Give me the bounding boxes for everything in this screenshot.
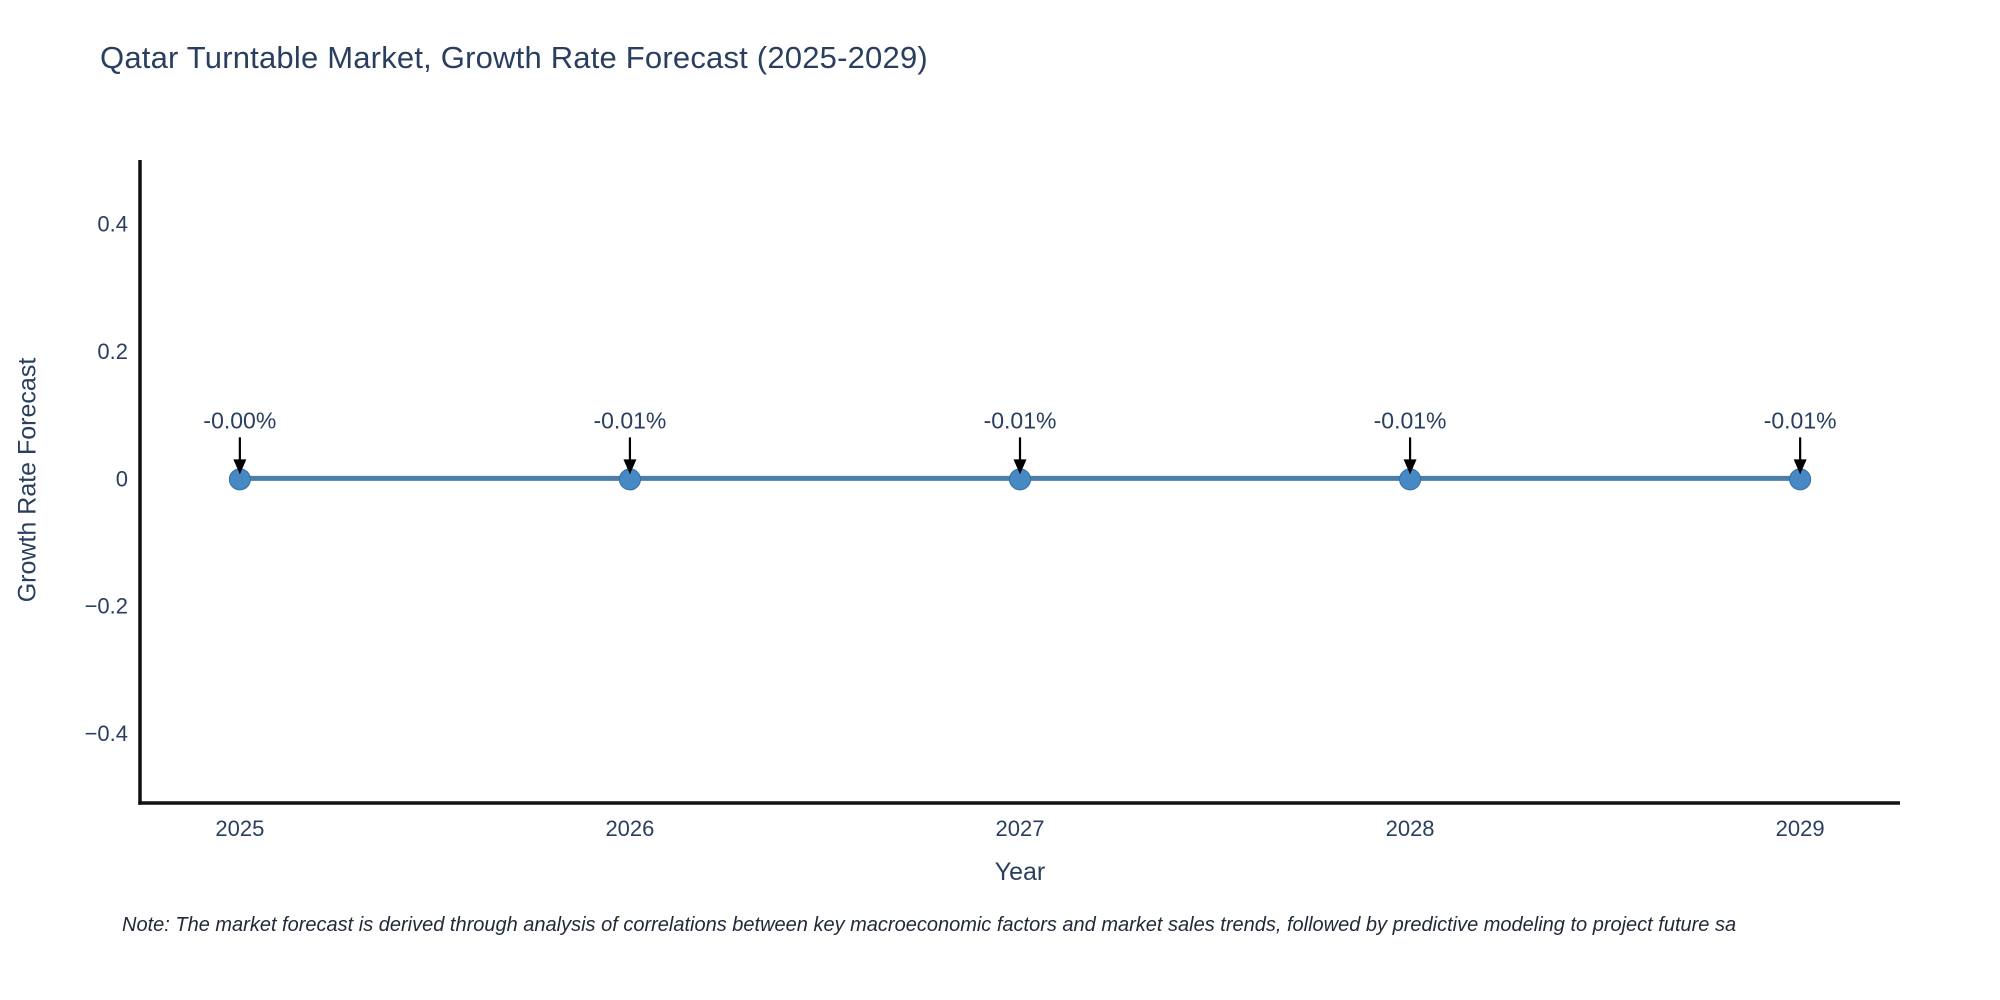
annotation-arrow-head — [233, 459, 247, 475]
annotation-label: -0.01% — [984, 407, 1057, 433]
annotation-arrow-head — [1793, 459, 1807, 475]
x-tick-label: 2027 — [996, 816, 1045, 841]
annotation-label: -0.01% — [1374, 407, 1447, 433]
y-tick-label: 0.4 — [97, 212, 128, 237]
annotation-label: -0.01% — [1764, 407, 1837, 433]
y-tick-label: 0 — [116, 466, 128, 491]
y-tick-label: −0.2 — [85, 594, 128, 619]
chart-title: Qatar Turntable Market, Growth Rate Fore… — [100, 40, 928, 75]
y-tick-label: 0.2 — [97, 339, 128, 364]
x-tick-label: 2025 — [215, 816, 264, 841]
y-tick-label: −0.4 — [85, 721, 128, 746]
x-tick-label: 2026 — [605, 816, 654, 841]
x-tick-label: 2029 — [1776, 816, 1825, 841]
x-tick-label: 2028 — [1386, 816, 1435, 841]
annotation-arrow-head — [1403, 459, 1417, 475]
x-axis-title: Year — [994, 858, 1046, 886]
annotation-label: -0.01% — [593, 407, 666, 433]
annotation-arrow-head — [623, 459, 637, 475]
annotation-arrow-head — [1013, 459, 1027, 475]
footnote: Note: The market forecast is derived thr… — [122, 914, 1737, 936]
annotation-label: -0.00% — [203, 407, 276, 433]
